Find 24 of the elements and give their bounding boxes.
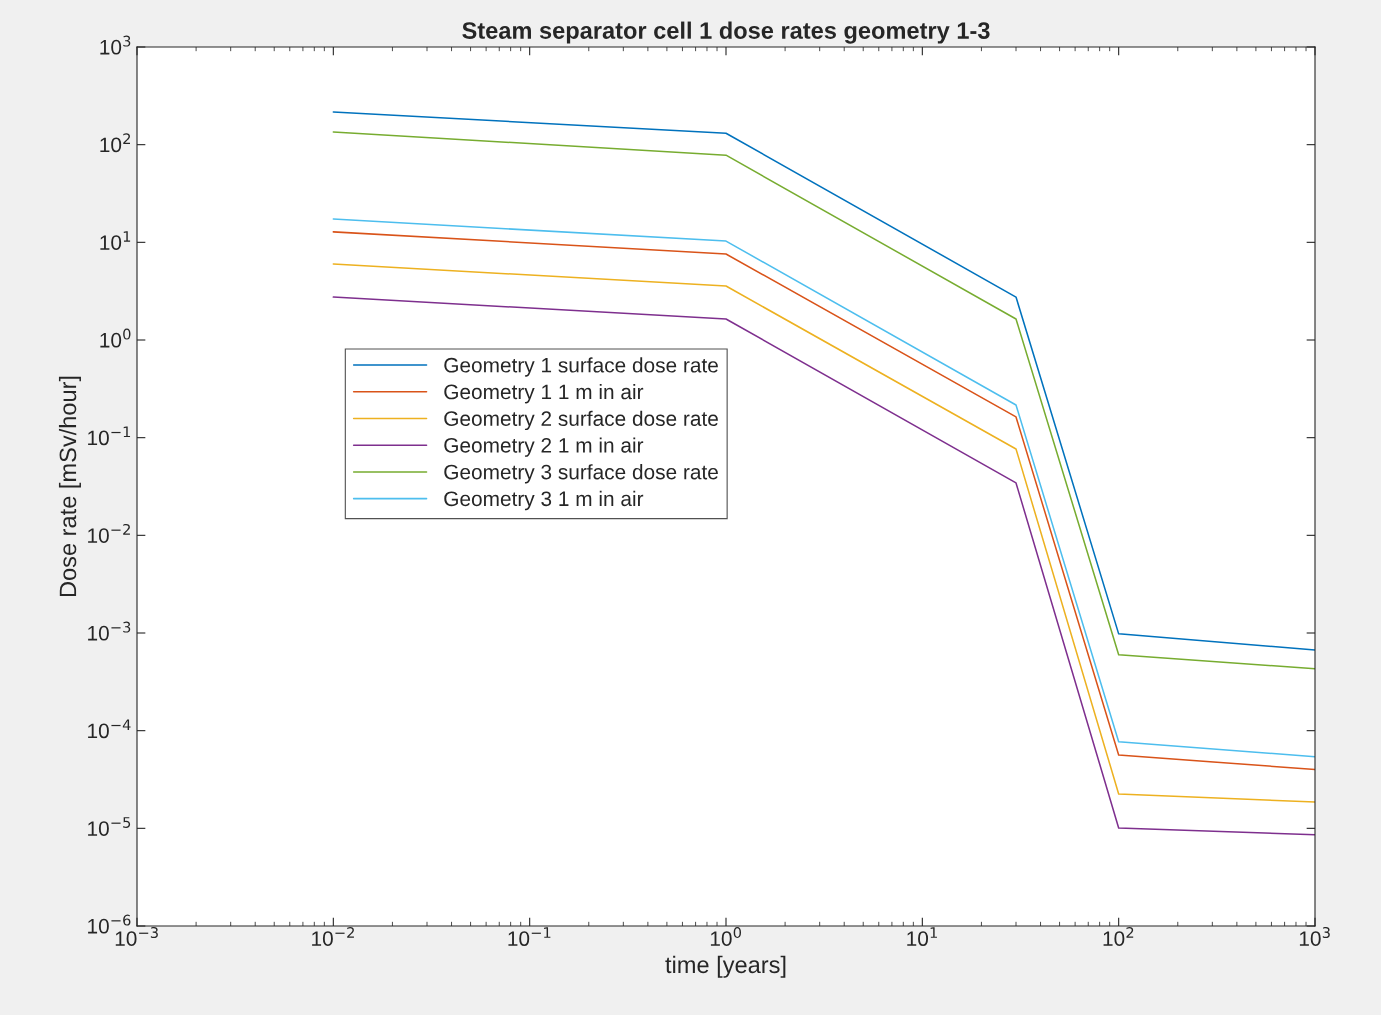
chart-title: Steam separator cell 1 dose rates geometry 1-3 bbox=[462, 21, 990, 44]
y-tick-label: 10$^{2}$ bbox=[100, 133, 130, 153]
legend-label: Geometry 2 surface dose rate bbox=[444, 410, 718, 431]
y-tick-label: 10$^{−1}$ bbox=[88, 426, 131, 446]
y-tick-label: 10$^{−2}$ bbox=[88, 523, 130, 543]
x-tick-label: 10$^{2}$ bbox=[1103, 927, 1134, 946]
y-axis-title: Dose rate [mSv/hour] bbox=[58, 376, 81, 597]
x-tick-label: 10$^{0}$ bbox=[710, 927, 742, 946]
x-tick-label: 10$^{−1}$ bbox=[508, 927, 551, 947]
y-tick-label: 10$^{−4}$ bbox=[88, 719, 131, 739]
y-tick-label: 10$^{−3}$ bbox=[88, 621, 131, 641]
y-tick-label: 10$^{3}$ bbox=[100, 35, 131, 55]
y-tick-label: 10$^{−5}$ bbox=[88, 817, 131, 836]
x-axis-title: time [years] bbox=[665, 955, 786, 978]
legend-label: Geometry 1 1 m in air bbox=[444, 383, 644, 404]
y-tick-label: 10$^{0}$ bbox=[100, 328, 131, 348]
x-tick-label: 10$^{−2}$ bbox=[312, 927, 354, 946]
x-tick-label: 10$^{1}$ bbox=[907, 927, 937, 947]
legend-label: Geometry 2 1 m in air bbox=[444, 437, 644, 457]
legend-label: Geometry 3 1 m in air bbox=[444, 490, 644, 511]
legend-label: Geometry 3 surface dose rate bbox=[444, 464, 718, 484]
y-tick-label: 10$^{1}$ bbox=[100, 231, 131, 250]
legend-label: Geometry 1 surface dose rate bbox=[444, 357, 718, 377]
x-tick-label: 10$^{3}$ bbox=[1299, 927, 1330, 946]
